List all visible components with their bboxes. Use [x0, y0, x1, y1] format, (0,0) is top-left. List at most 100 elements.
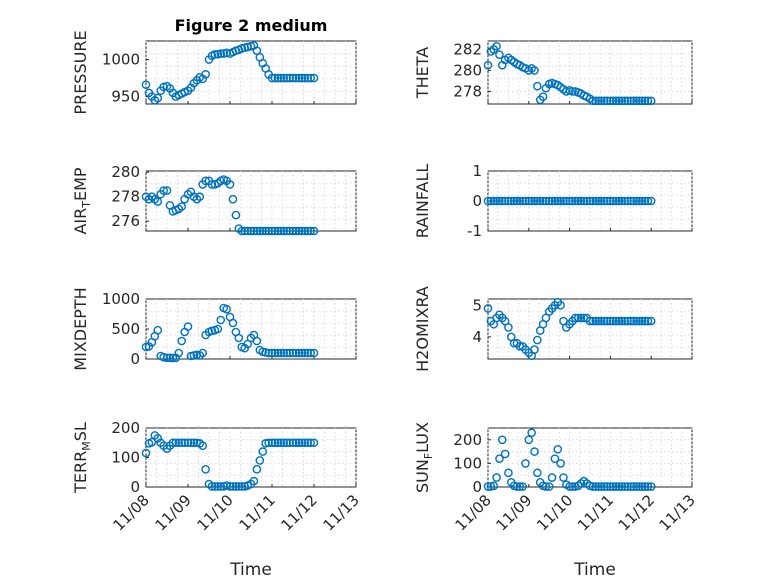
- data-point-6-13: [180, 438, 189, 448]
- data-point-7-23: [550, 454, 560, 463]
- y-axis-label-part-7: SUN: [413, 459, 432, 493]
- data-point-3-8: [506, 196, 516, 206]
- data-point-6-36: [249, 476, 259, 486]
- data-point-4-50: [291, 348, 301, 358]
- data-point-0-50: [291, 73, 301, 83]
- data-point-4-7: [162, 353, 172, 363]
- data-point-1-40: [599, 96, 609, 106]
- data-point-6-9: [168, 438, 178, 448]
- data-point-3-4: [495, 196, 504, 206]
- data-point-3-42: [606, 196, 615, 206]
- data-point-3-9: [509, 196, 519, 206]
- y-tick-label-2-0: 276: [111, 212, 140, 230]
- data-point-3-43: [608, 196, 618, 206]
- data-point-7-43: [608, 482, 618, 491]
- data-point-2-34: [243, 226, 252, 236]
- x-axis-label-right: Time: [573, 560, 616, 580]
- data-point-1-37: [591, 96, 601, 106]
- data-point-4-24: [213, 324, 223, 334]
- data-point-4-4: [153, 325, 163, 335]
- data-point-2-46: [279, 226, 289, 236]
- data-point-3-5: [497, 196, 507, 206]
- data-point-2-4: [153, 197, 163, 206]
- data-point-5-45: [614, 316, 624, 326]
- data-point-7-46: [617, 482, 627, 491]
- data-point-7-4: [495, 454, 504, 463]
- data-point-5-43: [608, 316, 618, 326]
- data-point-7-22: [547, 473, 557, 482]
- data-point-5-55: [643, 316, 653, 326]
- data-point-0-44: [273, 73, 283, 83]
- data-point-7-3: [492, 473, 501, 482]
- data-point-3-16: [530, 196, 539, 206]
- data-point-7-16: [530, 447, 539, 456]
- data-point-0-27: [222, 48, 231, 58]
- data-point-6-28: [225, 482, 235, 491]
- data-point-4-11: [174, 348, 184, 358]
- data-point-0-4: [153, 93, 163, 103]
- data-point-6-53: [300, 438, 310, 448]
- data-point-2-12: [177, 202, 186, 211]
- y-axis-label-subscript-6: M: [80, 441, 93, 451]
- data-point-0-56: [309, 73, 319, 83]
- data-point-2-39: [258, 226, 268, 236]
- data-point-3-39: [597, 196, 606, 206]
- data-point-2-7: [162, 186, 172, 195]
- data-point-7-17: [533, 468, 542, 478]
- data-point-4-29: [228, 318, 238, 328]
- data-point-5-42: [606, 316, 615, 326]
- y-tick-label-7-1: 100: [453, 454, 482, 472]
- data-point-1-50: [629, 96, 638, 106]
- data-point-1-16: [530, 66, 539, 75]
- data-point-2-45: [276, 226, 286, 236]
- data-point-3-24: [553, 196, 563, 206]
- data-point-7-47: [620, 482, 629, 491]
- data-point-1-46: [617, 96, 627, 106]
- data-point-3-7: [504, 196, 513, 206]
- data-point-5-0: [483, 304, 493, 313]
- data-point-7-48: [623, 482, 632, 491]
- y-tick-label-6-0: 0: [130, 478, 140, 496]
- data-point-6-43: [270, 438, 280, 448]
- data-point-4-54: [303, 348, 313, 358]
- data-point-6-47: [282, 438, 292, 448]
- subplot-h2omixra: 4 5 H2OMIXRA: [413, 286, 693, 372]
- y-axis-label-1: THETA: [413, 47, 432, 99]
- data-point-3-38: [594, 196, 603, 206]
- figure-title: Figure 2 medium: [175, 16, 328, 35]
- data-point-6-49: [288, 438, 298, 448]
- data-point-4-9: [168, 353, 178, 363]
- data-point-0-47: [282, 73, 292, 83]
- data-point-6-38: [255, 456, 265, 465]
- data-point-3-35: [585, 196, 595, 206]
- y-tick-label-0-1: 1000: [102, 51, 140, 69]
- data-point-3-52: [635, 196, 644, 206]
- data-point-3-47: [620, 196, 629, 206]
- data-point-1-36: [588, 96, 598, 106]
- data-point-0-48: [285, 73, 294, 83]
- data-point-2-40: [261, 226, 271, 236]
- data-point-7-15: [527, 428, 536, 438]
- data-point-6-25: [216, 482, 226, 491]
- data-point-3-2: [489, 196, 499, 206]
- y-axis-label-part-2: AIR: [71, 208, 90, 235]
- data-point-0-51: [294, 73, 304, 83]
- subplot-rainfall: -1 0 1 RAINFALL: [413, 162, 693, 240]
- data-point-7-42: [606, 482, 615, 491]
- data-point-6-14: [183, 438, 193, 448]
- data-point-1-0: [483, 60, 493, 70]
- data-point-5-35: [585, 316, 595, 326]
- data-point-4-14: [183, 322, 193, 331]
- y-tick-label-7-0: 0: [472, 478, 482, 496]
- data-point-4-53: [300, 348, 310, 358]
- data-point-2-32: [237, 226, 247, 236]
- data-point-1-42: [606, 96, 615, 106]
- data-point-3-45: [614, 196, 624, 206]
- data-point-2-56: [309, 226, 319, 236]
- data-point-6-55: [306, 438, 315, 448]
- data-point-5-36: [588, 316, 598, 326]
- data-point-1-19: [538, 92, 548, 101]
- data-point-1-17: [533, 81, 542, 91]
- data-point-2-28: [225, 180, 235, 189]
